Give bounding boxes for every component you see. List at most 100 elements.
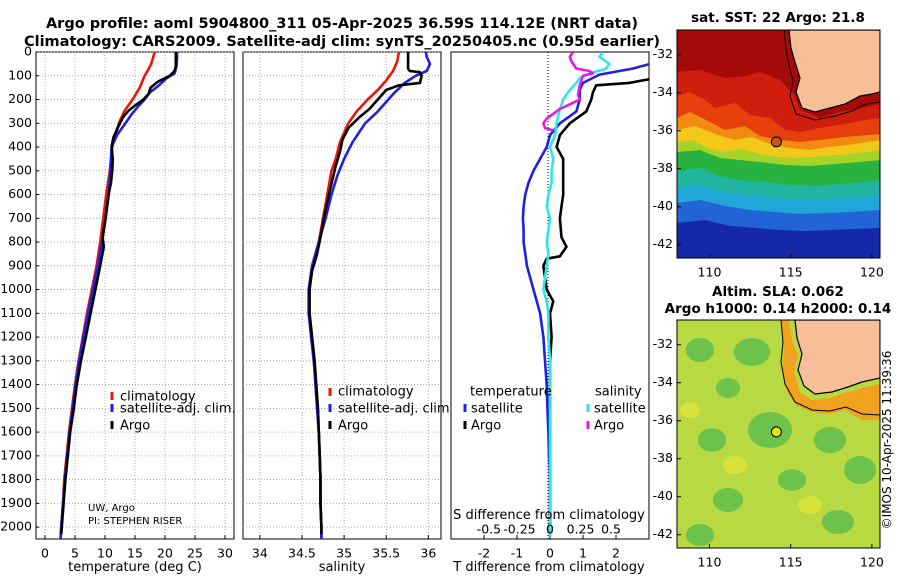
x-tick-label: 2 <box>612 546 620 561</box>
lat-tick-label: -40 <box>653 488 673 503</box>
depth-tick-label: 800 <box>8 234 32 249</box>
sla-map-frame <box>676 319 881 549</box>
temperature-legend: climatology satellite-adj. clim. Argo <box>110 390 236 434</box>
salinity-tick-labels: 34 34.5 35 35.5 36 <box>252 535 436 561</box>
depth-tick-label: 200 <box>8 91 32 106</box>
lat-tick-label: -32 <box>653 336 673 351</box>
legend-climatology-label: climatology <box>338 385 414 400</box>
sla-blob <box>778 469 806 491</box>
x-tick-label: 30 <box>217 546 233 561</box>
legend-satellite-label: satellite-adj. clim. <box>120 402 236 417</box>
depth-tick-label: 700 <box>8 210 32 225</box>
sst-field <box>677 30 880 258</box>
temperature-xlabel: temperature (deg C) <box>68 560 202 575</box>
legend-satellite-label: satellite-adj. clim. <box>338 402 454 417</box>
temperature-panel: 0100200300400500600700800900100011001200… <box>0 44 236 576</box>
lat-tick-label: -32 <box>653 46 673 61</box>
x-tick-label: 0 <box>546 546 554 561</box>
salinity-xlabel: salinity <box>319 560 366 575</box>
salinity-difference-tick-labels: -0.5 -0.25 0 0.25 0.5 <box>477 522 621 537</box>
depth-tick-label: 100 <box>8 67 32 82</box>
depth-tick-label: 1600 <box>0 424 32 439</box>
title-line-2: Climatology: CARS2009. Satellite-adj cli… <box>24 34 660 50</box>
x-tick-label: 25 <box>187 546 203 561</box>
lon-tick-label: 115 <box>779 555 803 570</box>
depth-tick-label: 1800 <box>0 471 32 486</box>
salinity-difference-tick-label: 0 <box>546 522 554 537</box>
legend-sal-argo-label: Argo <box>594 419 624 434</box>
sla-land <box>794 320 880 395</box>
difference-tick-labels: -2 -1 0 1 2 <box>478 535 620 561</box>
legend-sal-satellite-label: satellite <box>594 402 646 417</box>
sla-blob <box>844 456 876 484</box>
depth-tick-label: 400 <box>8 139 32 154</box>
sla-map-title-1: Altim. SLA: 0.062 <box>712 284 844 300</box>
depth-tick-label: 1900 <box>0 495 32 510</box>
depth-tick-label: 600 <box>8 186 32 201</box>
sst-map-title: sat. SST: 22 Argo: 21.8 <box>691 10 865 26</box>
sla-blob <box>698 428 726 452</box>
lon-tick-label: 110 <box>698 265 722 280</box>
watermark: ©IMOS 10-Apr-2025 11:39:36 <box>880 351 894 530</box>
x-tick-label: 34 <box>252 546 268 561</box>
depth-tick-label: 1700 <box>0 447 32 462</box>
sla-map-title-2: Argo h1000: 0.14 h2000: 0.14 <box>665 301 892 317</box>
salinity-panel: 34 34.5 35 35.5 36 salinity climatology sate… <box>242 51 454 575</box>
depth-tick-label: 300 <box>8 115 32 130</box>
depth-tick-label: 1100 <box>0 305 32 320</box>
depth-tick-label: 500 <box>8 162 32 177</box>
sla-blob <box>822 510 854 534</box>
sla-contour-line <box>780 320 880 416</box>
sst-map-ticks: 110 115 120 -32 -34 -36 -38 -40 -42 <box>653 46 884 279</box>
lat-tick-label: -40 <box>653 198 673 213</box>
depth-tick-label: 2000 <box>0 519 32 534</box>
x-tick-label: 35.5 <box>372 546 400 561</box>
sla-coastal-band <box>780 320 880 420</box>
legend-climatology-label: climatology <box>120 390 196 405</box>
sla-blob <box>723 456 747 474</box>
salinity-difference-tick-label: 0.5 <box>601 522 621 537</box>
depth-tick-label: 1300 <box>0 352 32 367</box>
depth-tick-label: 900 <box>8 257 32 272</box>
sla-field <box>677 320 880 548</box>
sst-contour-line <box>783 30 880 121</box>
sst-map: sat. SST: 22 Argo: 21.8 110 115 120 -32 -34 -… <box>653 10 884 280</box>
x-tick-label: 35 <box>336 546 352 561</box>
lat-tick-label: -38 <box>653 160 673 175</box>
lat-tick-label: -42 <box>653 236 673 251</box>
sla-blob <box>748 412 792 448</box>
credit-line-2: PI: STEPHEN RISER <box>88 516 182 527</box>
difference-legend: temperature salinity satellite Argo sate… <box>463 385 646 434</box>
x-tick-label: -2 <box>478 546 490 561</box>
x-tick-label: 36 <box>420 546 436 561</box>
x-tick-label: -1 <box>511 546 523 561</box>
depth-tick-label: 1400 <box>0 376 32 391</box>
difference-lines <box>521 52 649 537</box>
x-tick-label: 10 <box>97 546 113 561</box>
sst-land <box>788 30 880 113</box>
sla-map: Altim. SLA: 0.062 Argo h1000: 0.14 h2000… <box>653 284 892 570</box>
legend-argo-label: Argo <box>338 419 368 434</box>
temperature-tick-labels: 0 5 10 15 20 25 30 <box>41 535 233 561</box>
legend-title-temperature: temperature <box>470 385 552 400</box>
sla-blob <box>686 338 714 362</box>
x-tick-label: 5 <box>71 546 79 561</box>
sla-blob <box>713 488 743 512</box>
series-line-temperature-argo <box>542 77 649 535</box>
sst-float-marker <box>770 136 782 148</box>
depth-tick-label: 1200 <box>0 329 32 344</box>
salinity-difference-tick-label: -0.25 <box>503 522 535 537</box>
lon-tick-label: 115 <box>779 265 803 280</box>
difference-top-label: S difference from climatology <box>453 508 645 523</box>
sla-yellow-blobs <box>680 402 822 514</box>
x-tick-label: 34.5 <box>288 546 316 561</box>
x-tick-label: 0 <box>41 546 49 561</box>
salinity-difference-tick-label: 0.25 <box>567 522 595 537</box>
salinity-axes-frame <box>242 51 442 540</box>
difference-panel: -2 -1 0 1 2 T difference from climatology S … <box>450 51 650 575</box>
sla-blob <box>814 427 846 453</box>
lat-tick-label: -34 <box>653 374 673 389</box>
sla-blob <box>734 338 770 366</box>
sla-float-marker <box>770 426 782 438</box>
